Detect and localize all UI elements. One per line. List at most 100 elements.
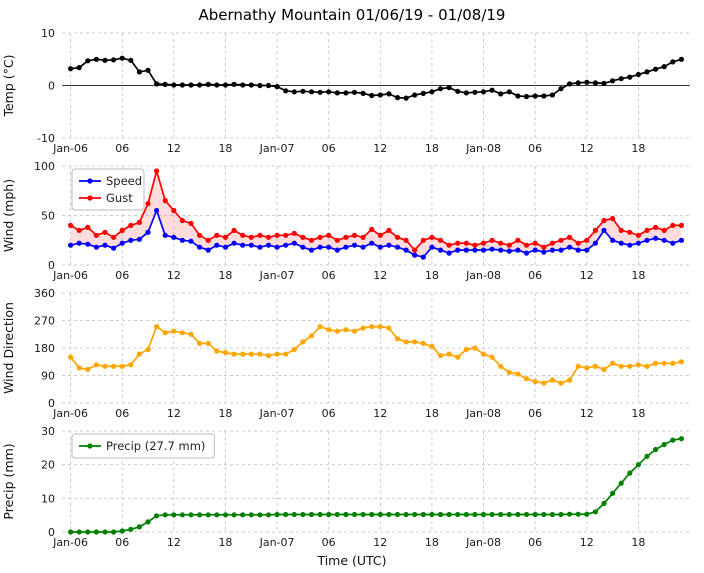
data-point-marker [420,254,426,260]
x-tick-label: 18 [425,407,439,420]
data-point-marker [111,234,117,240]
data-point-marker [334,90,340,96]
data-point-marker [498,363,504,369]
x-tick-label: Jan-07 [259,407,295,420]
data-point-marker [291,230,297,236]
data-point-marker [308,237,315,243]
x-tick-label: 06 [322,536,336,549]
data-point-marker [635,232,642,238]
data-point-marker [291,511,297,518]
data-point-marker [257,512,263,518]
x-tick-label: 12 [580,142,594,155]
data-point-marker [145,519,151,525]
x-tick-label: 06 [322,142,336,155]
data-point-marker [610,78,616,84]
x-tick-label: 06 [115,142,129,155]
data-point-marker [136,219,142,225]
data-point-marker [231,81,237,87]
data-point-marker [523,376,530,382]
x-axis-label: Time (UTC) [317,553,387,568]
x-tick-label: 18 [218,142,232,155]
data-point-marker [93,529,99,535]
data-point-marker [136,236,142,242]
data-point-marker [351,242,358,248]
data-point-marker [76,227,82,233]
data-point-marker [102,363,108,369]
x-tick-label: Jan-07 [259,142,295,155]
data-point-marker [231,227,237,233]
x-tick-label: 18 [631,269,645,282]
data-point-marker [274,84,280,90]
data-point-marker [265,242,272,248]
y-tick-label: 10 [41,27,55,40]
data-point-marker [317,89,323,95]
data-point-marker [334,247,340,253]
data-point-marker [627,229,633,235]
data-point-marker [257,244,263,250]
data-point-marker [653,224,659,230]
data-point-marker [162,232,168,238]
data-point-marker [446,250,452,256]
legend-sample-marker [87,195,93,201]
data-point-marker [386,242,392,248]
data-point-marker [308,333,315,339]
data-point-marker [644,69,650,75]
data-point-marker [283,88,289,94]
data-point-marker [480,89,487,95]
x-tick-label: 18 [218,536,232,549]
data-point-marker [197,340,203,346]
data-point-marker [420,511,426,518]
y-tick-label: 360 [34,287,55,300]
data-point-marker [343,244,349,250]
data-point-marker [618,240,624,246]
data-point-marker [145,346,151,353]
data-point-marker [635,462,642,468]
data-point-marker [506,369,512,375]
data-point-marker [145,201,151,207]
data-point-marker [437,237,444,243]
legend-box [71,433,215,459]
data-point-marker [231,351,237,357]
data-point-marker [653,446,659,453]
data-point-marker [102,529,108,535]
data-point-marker [257,351,263,357]
data-point-marker [205,237,211,243]
x-tick-label: 06 [528,142,542,155]
y-axis-label: Wind (mph) [1,179,16,252]
x-tick-label: Jan-08 [465,407,501,420]
speed-markers [68,207,685,260]
data-point-marker [85,58,91,64]
subplot-precip: 0 10 20 30 Jan-06 06 12 18 Jan-07 06 12 18 Jan-08 06 1… [1,425,690,549]
data-point-marker [489,87,495,93]
data-point-marker [635,240,642,246]
data-point-marker [498,247,504,253]
data-point-marker [76,240,82,246]
data-point-marker [274,232,280,238]
data-point-marker [283,351,289,357]
data-point-marker [549,247,556,253]
temp-line [70,57,682,99]
x-tick-label: 06 [528,407,542,420]
legend-sample-marker [87,443,93,449]
data-point-marker [128,237,134,243]
data-point-marker [334,328,340,334]
data-point-marker [429,343,435,350]
data-point-marker [420,340,426,346]
data-point-marker [85,366,91,372]
y-tick-label: 0 [48,397,55,410]
data-point-marker [394,234,401,240]
y-tick-label: 100 [34,160,55,173]
data-point-marker [558,237,564,243]
data-point-marker [360,244,366,250]
data-point-marker [291,346,297,353]
data-point-marker [678,436,685,442]
data-point-marker [472,345,478,351]
data-point-marker [136,69,142,75]
data-point-marker [523,93,530,100]
data-point-marker [635,71,642,78]
data-point-marker [369,92,375,99]
data-point-marker [558,86,564,92]
legend-label: Gust [106,191,133,205]
data-point-marker [678,222,685,228]
data-point-marker [214,512,220,518]
